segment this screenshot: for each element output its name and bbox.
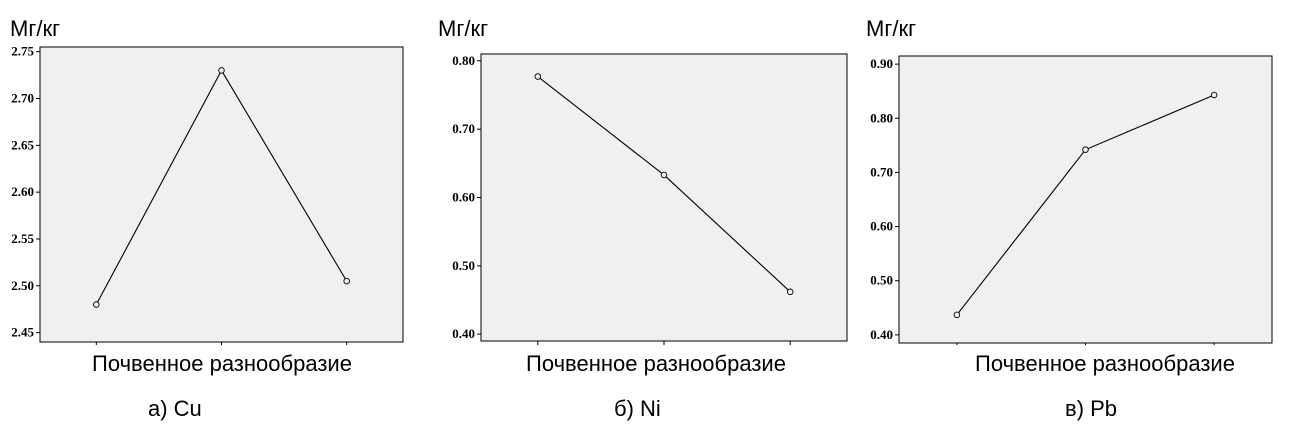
x-axis-title: Почвенное разнообразие: [526, 351, 786, 376]
x-axis-title: Почвенное разнообразие: [975, 351, 1235, 376]
data-point: [1082, 146, 1089, 153]
y-tick-label: 0.70: [452, 121, 475, 136]
chart-cu: Мг/кг 2.452.502.552.602.652.702.75123 По…: [0, 0, 430, 435]
y-tick-label: 2.75: [11, 44, 34, 59]
data-point: [660, 171, 668, 179]
data-point: [218, 67, 225, 74]
y-tick-label: 2.50: [11, 278, 34, 293]
chart-ni: Мг/кг 0.400.500.600.700.80123 Почвенное …: [430, 0, 862, 435]
chart-caption: в) Pb: [1065, 396, 1118, 421]
chart-pb: Мг/кг 0.400.500.600.700.800.90123 Почвен…: [862, 0, 1296, 435]
chart-ni-plot: 0.400.500.600.700.80123: [452, 53, 848, 345]
y-tick-label: 2.45: [11, 325, 34, 340]
y-unit-label: Мг/кг: [438, 16, 489, 41]
chart-pb-plot: 0.400.500.600.700.800.90123: [870, 55, 1273, 345]
y-tick-label: 0.40: [870, 327, 893, 342]
plot-area: [898, 55, 1273, 344]
y-unit-label: Мг/кг: [10, 16, 61, 41]
x-axis-title: Почвенное разнообразие: [92, 351, 352, 376]
chart-caption: а) Cu: [148, 396, 202, 421]
y-tick-label: 0.60: [870, 219, 893, 234]
y-tick-label: 0.90: [870, 56, 893, 71]
y-tick-label: 0.60: [452, 190, 475, 205]
y-tick-label: 2.55: [11, 231, 34, 246]
plot-area: [480, 53, 848, 342]
y-tick-label: 2.60: [11, 184, 34, 199]
y-tick-label: 0.70: [870, 164, 893, 179]
data-point: [786, 288, 794, 296]
data-point: [1210, 91, 1218, 99]
data-point: [534, 73, 542, 80]
y-unit-label: Мг/кг: [866, 16, 917, 41]
y-tick-label: 0.50: [452, 258, 475, 273]
data-point: [953, 311, 961, 319]
chart-caption: б) Ni: [614, 396, 661, 421]
y-tick-label: 2.65: [11, 137, 34, 152]
data-point: [93, 301, 100, 308]
y-tick-label: 0.50: [870, 273, 893, 288]
y-tick-label: 0.80: [452, 53, 475, 68]
y-tick-label: 0.80: [870, 110, 893, 125]
data-point: [343, 277, 350, 285]
y-tick-label: 0.40: [452, 326, 475, 341]
y-tick-label: 2.70: [11, 91, 34, 106]
plot-area: [39, 46, 404, 343]
chart-cu-plot: 2.452.502.552.602.652.702.75123: [11, 44, 404, 345]
